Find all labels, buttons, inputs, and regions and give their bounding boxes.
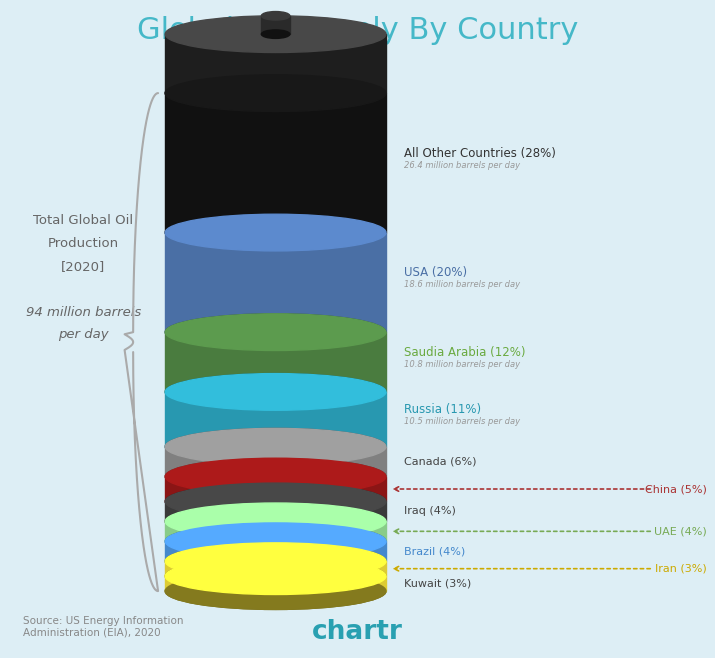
Ellipse shape [165, 543, 386, 580]
Ellipse shape [165, 458, 386, 495]
Ellipse shape [165, 215, 386, 251]
Ellipse shape [165, 503, 386, 540]
Ellipse shape [165, 428, 386, 465]
Text: Iraq (4%): Iraq (4%) [404, 507, 455, 517]
Bar [165, 501, 386, 521]
Ellipse shape [165, 572, 386, 609]
Bar [165, 392, 386, 447]
Bar [165, 93, 386, 232]
Text: [2020]: [2020] [61, 260, 105, 272]
Text: 18.6 million barrels per day: 18.6 million barrels per day [404, 280, 520, 290]
Ellipse shape [262, 12, 290, 20]
Ellipse shape [165, 558, 386, 594]
Bar [165, 332, 386, 392]
Ellipse shape [165, 503, 386, 540]
Ellipse shape [165, 523, 386, 560]
Ellipse shape [165, 314, 386, 351]
Text: Kuwait (3%): Kuwait (3%) [404, 578, 471, 589]
Ellipse shape [165, 458, 386, 495]
Ellipse shape [165, 215, 386, 251]
Ellipse shape [262, 30, 290, 38]
Text: Canada (6%): Canada (6%) [404, 457, 476, 467]
Ellipse shape [165, 523, 386, 560]
Text: Saudia Arabia (12%): Saudia Arabia (12%) [404, 345, 526, 359]
Bar [165, 561, 386, 576]
Ellipse shape [165, 314, 386, 351]
Text: Production: Production [48, 238, 119, 250]
Ellipse shape [165, 543, 386, 580]
Ellipse shape [165, 483, 386, 520]
Text: Brazil (4%): Brazil (4%) [404, 546, 465, 556]
Text: China (5%): China (5%) [645, 484, 706, 494]
Text: USA (20%): USA (20%) [404, 266, 467, 279]
Ellipse shape [165, 374, 386, 410]
Text: 26.4 million barrels per day: 26.4 million barrels per day [404, 161, 520, 170]
Bar [262, 16, 290, 34]
Ellipse shape [165, 483, 386, 520]
Text: Source: US Energy Information
Administration (EIA), 2020: Source: US Energy Information Administra… [23, 617, 183, 638]
Text: Global Oil Supply By Country: Global Oil Supply By Country [137, 16, 578, 45]
Bar [165, 232, 386, 332]
Bar [165, 521, 386, 542]
Text: chartr: chartr [312, 619, 403, 645]
Ellipse shape [165, 16, 386, 53]
Ellipse shape [165, 75, 386, 111]
Text: Russia (11%): Russia (11%) [404, 403, 481, 416]
Ellipse shape [165, 558, 386, 594]
Ellipse shape [165, 374, 386, 410]
Text: Total Global Oil: Total Global Oil [33, 215, 134, 228]
Text: 10.5 million barrels per day: 10.5 million barrels per day [404, 417, 520, 426]
Bar [165, 542, 386, 561]
Text: Iran (3%): Iran (3%) [655, 564, 706, 574]
Text: per day: per day [58, 328, 109, 342]
Bar [165, 34, 386, 93]
Ellipse shape [165, 572, 386, 609]
Text: 94 million barrels: 94 million barrels [26, 306, 141, 319]
Bar [165, 576, 386, 591]
Ellipse shape [165, 75, 386, 111]
Text: UAE (4%): UAE (4%) [654, 526, 706, 536]
Text: All Other Countries (28%): All Other Countries (28%) [404, 147, 556, 159]
Bar [165, 447, 386, 476]
Text: 10.8 million barrels per day: 10.8 million barrels per day [404, 360, 520, 369]
Ellipse shape [165, 428, 386, 465]
Bar [165, 476, 386, 501]
